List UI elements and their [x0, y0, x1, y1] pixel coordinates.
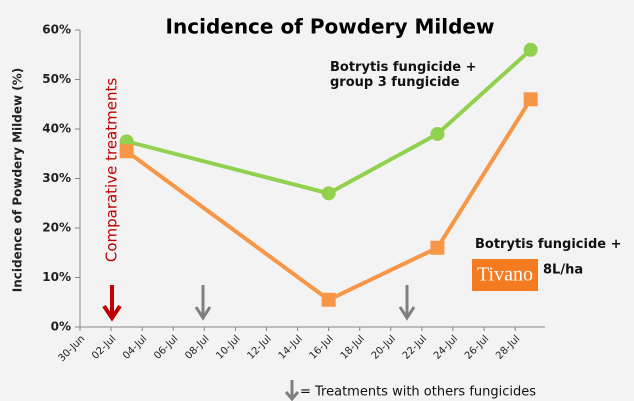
x-tick-label: 18-Jul: [339, 333, 367, 361]
x-tick-label: 14-Jul: [277, 333, 305, 361]
x-tick-label: 08-Jul: [183, 333, 211, 361]
series-line: [126, 48, 532, 196]
red-arrow: [102, 285, 122, 322]
gray-arrow: [398, 285, 416, 321]
comparative-label: Comparative treatments: [103, 78, 121, 263]
rate-label: 8L/ha: [543, 263, 583, 278]
x-tick-label: 28-Jul: [494, 333, 522, 361]
chart-title: Incidence of Powdery Mildew: [166, 15, 495, 39]
series-label: Botrytis fungicide + group 3 fungicide: [330, 60, 477, 90]
marker: [321, 292, 336, 307]
y-tick-label: 20%: [42, 221, 71, 235]
x-tick-label: 04-Jul: [121, 333, 149, 361]
y-tick-label: 60%: [42, 23, 71, 37]
marker: [119, 144, 134, 159]
y-axis-label: Incidence of Powdery Mildew (%): [11, 68, 25, 293]
marker: [430, 126, 445, 141]
marker: [430, 240, 445, 255]
x-tick-label: 30-Jun: [56, 333, 87, 364]
x-tick-label: 22-Jul: [401, 333, 429, 361]
y-tick-label: 0%: [51, 320, 71, 334]
others-label: = Treatments with others fungicides: [300, 385, 536, 400]
x-tick-label: 26-Jul: [463, 333, 491, 361]
marker: [321, 186, 336, 201]
legend-arrow: [284, 380, 300, 401]
y-tick-label: 30%: [42, 171, 71, 185]
series-label: Botrytis fungicide +: [475, 237, 622, 252]
x-tick-label: 06-Jul: [152, 333, 180, 361]
y-tick-label: 50%: [42, 72, 71, 86]
y-tick-label: 10%: [42, 270, 71, 284]
x-tick-label: 10-Jul: [214, 333, 242, 361]
marker: [523, 42, 538, 57]
marker: [523, 92, 538, 107]
product-box: [472, 259, 538, 291]
x-tick-label: 02-Jul: [90, 333, 118, 361]
x-tick-label: 16-Jul: [308, 333, 336, 361]
x-tick-label: 20-Jul: [370, 333, 398, 361]
x-tick-label: 24-Jul: [432, 333, 460, 361]
product-label: Tivano: [477, 264, 533, 286]
x-tick-label: 12-Jul: [245, 333, 273, 361]
y-tick-label: 40%: [42, 122, 71, 136]
gray-arrow: [194, 285, 212, 321]
series-line: [125, 98, 533, 303]
